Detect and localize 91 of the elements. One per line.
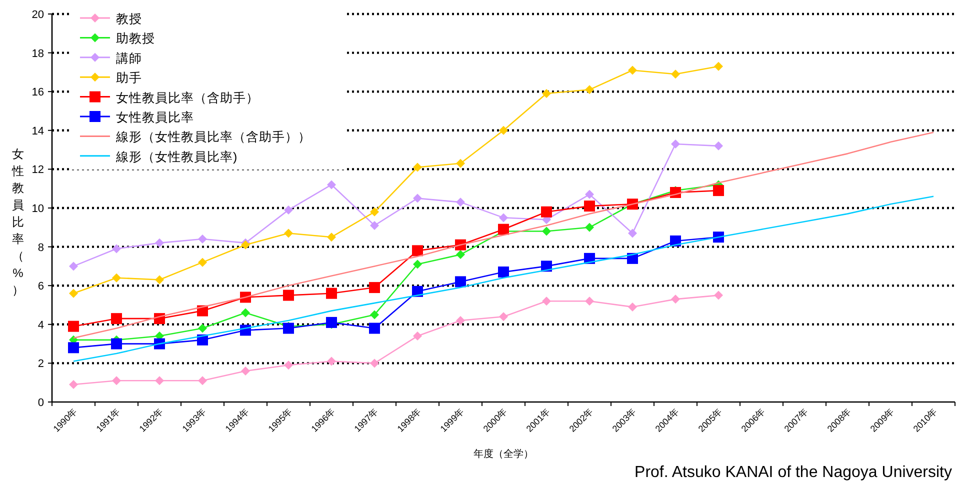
y-tick-label: 8 (38, 242, 44, 254)
point (413, 260, 422, 269)
point (284, 205, 293, 214)
point (198, 376, 207, 386)
legend-label: 線形（女性教員比率（含助手）） (115, 129, 311, 144)
point (714, 290, 723, 300)
point (198, 234, 207, 244)
point (326, 288, 337, 299)
y-tick-label: 18 (32, 48, 44, 60)
point (283, 290, 294, 301)
point (327, 180, 336, 190)
point (671, 139, 680, 148)
point (284, 360, 293, 370)
text: 女性教員比率（%） (12, 147, 24, 297)
y-tick-label: 6 (38, 280, 44, 293)
point (370, 207, 379, 216)
point (112, 244, 121, 254)
point (499, 312, 508, 322)
point (456, 250, 465, 260)
point (585, 190, 594, 199)
point (370, 358, 379, 368)
point (68, 342, 79, 354)
point (369, 322, 380, 334)
point (155, 275, 164, 284)
point (542, 89, 551, 98)
point (412, 245, 423, 256)
point (112, 273, 121, 282)
legend-label: 講師 (116, 51, 142, 66)
point (456, 198, 465, 207)
point (111, 338, 122, 350)
point (713, 185, 724, 196)
point (198, 324, 207, 333)
point (585, 222, 594, 232)
point (498, 224, 509, 235)
point (456, 316, 465, 326)
point (69, 288, 78, 298)
legend-label: 教授 (116, 12, 142, 26)
point (628, 302, 637, 312)
point (69, 380, 78, 390)
point (369, 282, 380, 294)
point (499, 126, 508, 135)
point (283, 322, 294, 334)
point (585, 296, 594, 306)
point (69, 262, 78, 271)
point (198, 258, 207, 267)
point (413, 162, 422, 172)
y-tick-label: 0 (38, 397, 44, 409)
legend-label: 女性教員比率（含助手） (116, 90, 259, 105)
point (628, 66, 637, 75)
y-tick-label: 2 (38, 358, 44, 370)
point (326, 316, 337, 328)
point (499, 213, 508, 222)
point (155, 376, 164, 386)
y-tick-label: 14 (32, 125, 44, 138)
x-axis-title: 年度（全学） (474, 448, 534, 460)
y-tick-label: 16 (32, 86, 44, 99)
legend-label: 女性教員比率 (116, 110, 194, 124)
point (327, 232, 336, 242)
point (284, 228, 293, 238)
point (68, 320, 79, 332)
y-tick-label: 12 (32, 164, 44, 176)
point (542, 226, 551, 236)
point (111, 313, 122, 324)
legend-label: 助教授 (116, 32, 155, 46)
point (585, 85, 594, 94)
y-tick-label: 4 (38, 319, 44, 332)
y-tick-label: 10 (32, 203, 44, 215)
point (413, 194, 422, 203)
point (456, 158, 465, 168)
point (241, 366, 250, 376)
point (112, 376, 121, 386)
legend-label: 線形（女性教員比率) (115, 148, 238, 164)
point (714, 141, 723, 150)
point (584, 200, 595, 212)
point (370, 220, 379, 230)
point (155, 238, 164, 248)
point (542, 296, 551, 306)
legend-label: 助手 (116, 71, 142, 86)
point (671, 294, 680, 304)
point (413, 332, 422, 341)
point (628, 228, 637, 238)
point (671, 70, 680, 79)
point (714, 62, 723, 71)
point (241, 308, 250, 318)
point (370, 310, 379, 320)
point (327, 356, 336, 366)
point (498, 266, 509, 278)
text: Prof. Atsuko KANAI of the Nagoya University (634, 464, 952, 481)
y-tick-label: 20 (32, 9, 44, 21)
point (541, 206, 552, 218)
point (455, 276, 466, 288)
